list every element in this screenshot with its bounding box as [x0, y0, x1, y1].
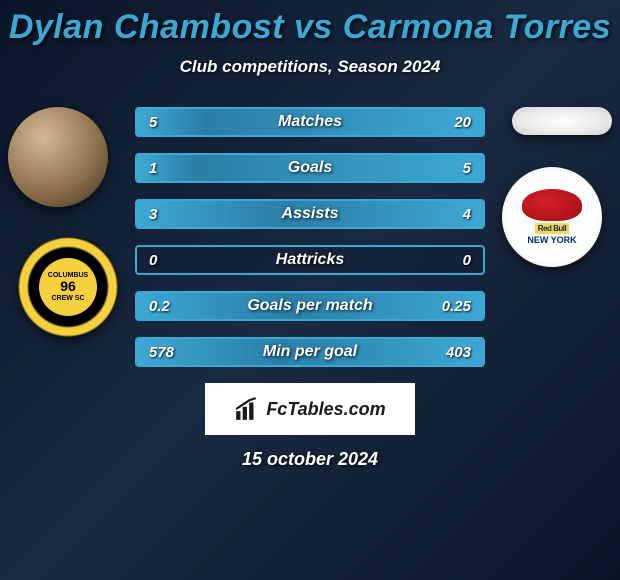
footer-brand-badge[interactable]: FcTables.com: [205, 383, 415, 435]
stat-fill-left: [137, 201, 286, 227]
footer-brand-text: FcTables.com: [266, 399, 385, 420]
stat-label: Assists: [282, 205, 339, 223]
stat-fill-left: [137, 155, 196, 181]
stat-value-left: 0: [149, 252, 157, 269]
stat-row: 5 20 Matches: [135, 107, 485, 137]
stat-value-right: 20: [454, 114, 471, 131]
stat-value-right: 0: [463, 252, 471, 269]
columbus-crew-badge: COLUMBUS 96 CREW SC: [18, 237, 118, 337]
stat-value-right: 403: [446, 344, 471, 361]
date-text: 15 october 2024: [0, 449, 620, 470]
stat-label: Min per goal: [263, 343, 357, 361]
crew-badge-mid: 96: [60, 279, 76, 294]
stat-row: 3 4 Assists: [135, 199, 485, 229]
page-title: Dylan Chambost vs Carmona Torres: [0, 0, 620, 47]
crew-badge-inner: COLUMBUS 96 CREW SC: [39, 258, 97, 316]
chart-icon: [234, 396, 260, 422]
stat-value-left: 5: [149, 114, 157, 131]
stat-row: 1 5 Goals: [135, 153, 485, 183]
player-right-avatar: [512, 107, 612, 135]
stat-value-left: 1: [149, 160, 157, 177]
stat-value-left: 578: [149, 344, 174, 361]
stat-label: Hattricks: [276, 251, 344, 269]
stat-value-left: 3: [149, 206, 157, 223]
stat-label: Goals: [288, 159, 332, 177]
redbull-text: Red Bull: [535, 223, 569, 234]
crew-badge-bottom: CREW SC: [51, 295, 84, 303]
stat-value-left: 0.2: [149, 298, 170, 315]
team-right-badge: Red Bull NEW YORK: [502, 167, 602, 267]
stat-value-right: 5: [463, 160, 471, 177]
redbull-icon: [522, 189, 582, 221]
player-left-avatar: [8, 107, 108, 207]
stat-row: 0.2 0.25 Goals per match: [135, 291, 485, 321]
redbull-ny-badge: Red Bull NEW YORK: [502, 167, 602, 267]
stats-container: 5 20 Matches 1 5 Goals 3 4 Assists 0 0 Hattricks 0.2…: [135, 107, 485, 367]
player-right-block: [512, 107, 612, 135]
stat-value-right: 0.25: [442, 298, 471, 315]
subtitle: Club competitions, Season 2024: [0, 57, 620, 77]
stat-row: 578 403 Min per goal: [135, 337, 485, 367]
team-left-badge: COLUMBUS 96 CREW SC: [18, 237, 118, 337]
redbull-ny-text: NEW YORK: [527, 235, 576, 245]
player-left-block: [8, 107, 108, 207]
stat-fill-right: [196, 155, 483, 181]
stat-fill-right: [206, 109, 483, 135]
stat-row: 0 0 Hattricks: [135, 245, 485, 275]
stat-label: Goals per match: [247, 297, 372, 315]
stat-fill-left: [137, 109, 206, 135]
stat-label: Matches: [278, 113, 342, 131]
stat-value-right: 4: [463, 206, 471, 223]
comparison-area: COLUMBUS 96 CREW SC Red Bull NEW YORK 5 2…: [0, 107, 620, 367]
